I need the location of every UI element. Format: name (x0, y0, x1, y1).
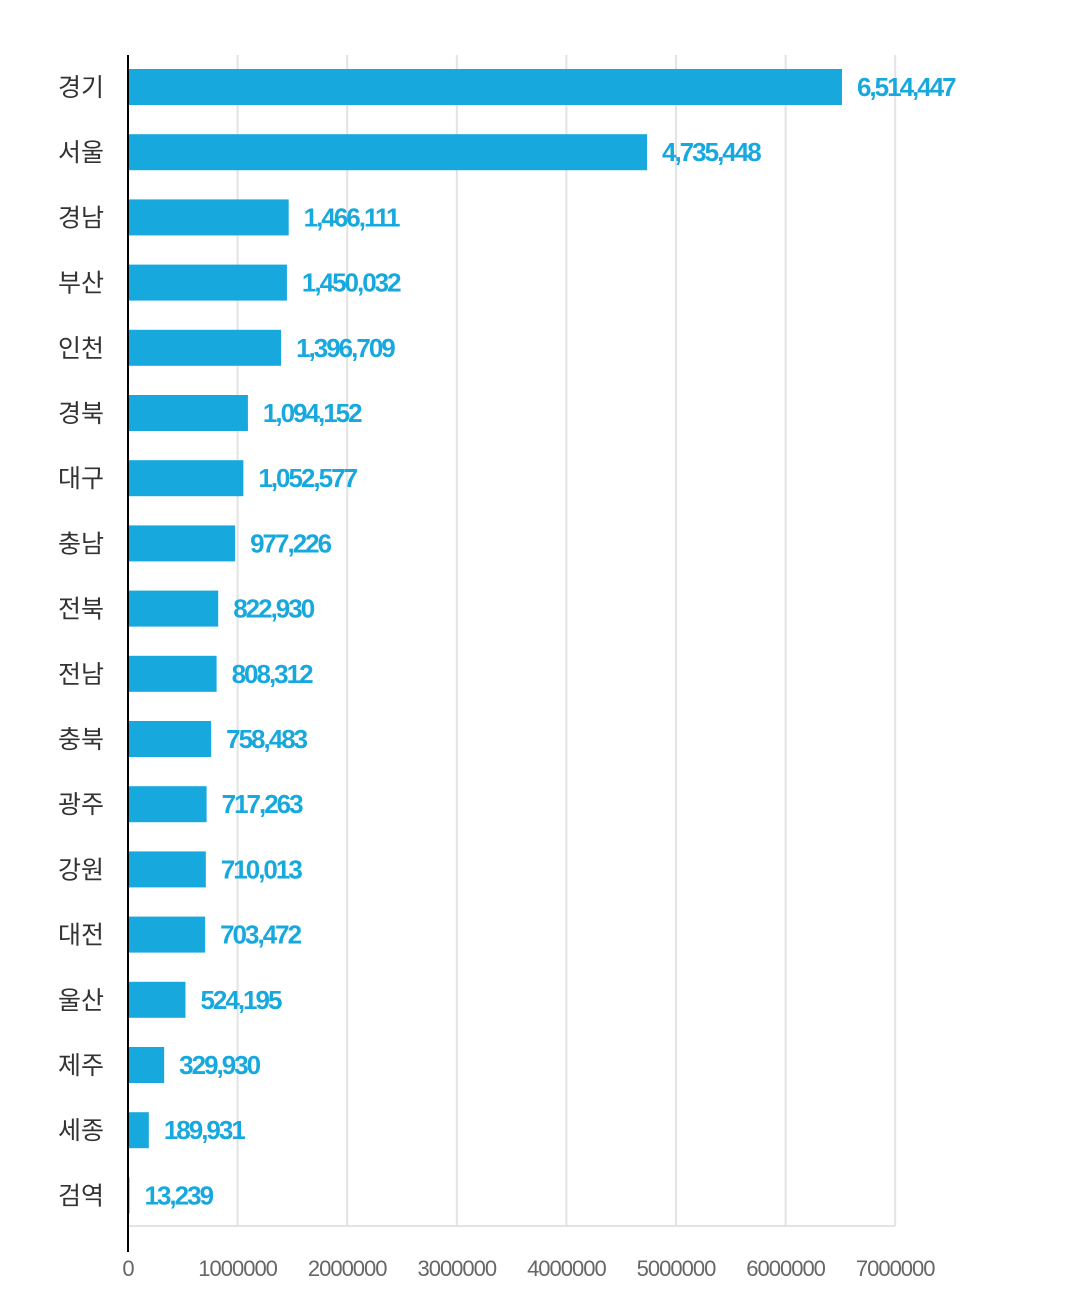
x-tick-label: 7000000 (856, 1256, 935, 1281)
x-tick-label: 6000000 (746, 1256, 825, 1281)
value-label: 717,263 (222, 789, 304, 819)
bar (128, 199, 289, 236)
bar (128, 721, 212, 757)
value-label: 1,450,032 (302, 268, 401, 298)
bar (128, 69, 842, 105)
category-label: 강원 (58, 855, 104, 884)
value-label: 189,931 (164, 1115, 246, 1145)
category-label: 제주 (58, 1051, 104, 1080)
bar (128, 590, 219, 627)
value-label: 822,930 (233, 594, 315, 624)
value-label: 4,735,448 (662, 137, 761, 167)
bar (128, 851, 206, 888)
category-label: 경북 (58, 399, 104, 428)
value-labels: 6,514,447 4,735,448 1,466,111 1,450,032 1,39… (145, 72, 959, 1210)
bar (128, 460, 244, 497)
value-label: 1,396,709 (296, 333, 395, 363)
bar (128, 1112, 149, 1149)
bar (128, 525, 236, 562)
value-label: 13,239 (145, 1180, 214, 1210)
value-label: 703,472 (220, 920, 302, 950)
category-label: 전북 (58, 595, 104, 624)
x-tick-label: 1000000 (198, 1256, 277, 1281)
category-label: 충남 (58, 529, 104, 558)
x-tick-label: 5000000 (637, 1256, 716, 1281)
category-label: 부산 (58, 269, 104, 298)
bar (128, 786, 207, 823)
value-label: 808,312 (232, 659, 314, 689)
value-label: 1,052,577 (258, 463, 357, 493)
category-label: 충북 (58, 725, 104, 754)
category-label: 검역 (58, 1181, 104, 1210)
value-label: 524,195 (200, 985, 282, 1015)
value-label: 329,930 (179, 1050, 261, 1080)
bar (128, 134, 648, 171)
x-tick-label: 2000000 (308, 1256, 387, 1281)
x-tick-label: 0 (122, 1256, 134, 1281)
value-label: 1,466,111 (304, 202, 400, 232)
x-tick-label: 4000000 (527, 1256, 606, 1281)
category-label: 인천 (58, 334, 104, 363)
bar (128, 1047, 165, 1083)
value-label: 710,013 (221, 854, 303, 884)
bar (128, 264, 287, 301)
value-label: 6,514,447 (857, 72, 956, 102)
value-label: 758,483 (226, 724, 308, 754)
bar (128, 981, 186, 1018)
category-label: 전남 (58, 660, 104, 689)
value-label: 977,226 (250, 528, 332, 558)
category-label: 서울 (58, 138, 104, 167)
grid-lines (128, 55, 897, 1227)
category-label: 대전 (58, 921, 104, 950)
x-tick-label: 3000000 (417, 1256, 496, 1281)
x-tick-labels: 0 1000000 2000000 3000000 4000000 5000000 6000… (122, 1256, 936, 1281)
category-label: 광주 (58, 790, 104, 819)
bar (128, 655, 217, 692)
category-label: 대구 (58, 464, 104, 493)
category-label: 울산 (58, 986, 104, 1015)
category-label: 경기 (58, 73, 104, 102)
value-label: 1,094,152 (263, 398, 362, 428)
category-label: 경남 (58, 203, 104, 232)
bar (128, 329, 282, 366)
category-label: 세종 (58, 1116, 104, 1145)
bar (128, 916, 206, 953)
bars (128, 69, 842, 1214)
bar (128, 395, 248, 431)
